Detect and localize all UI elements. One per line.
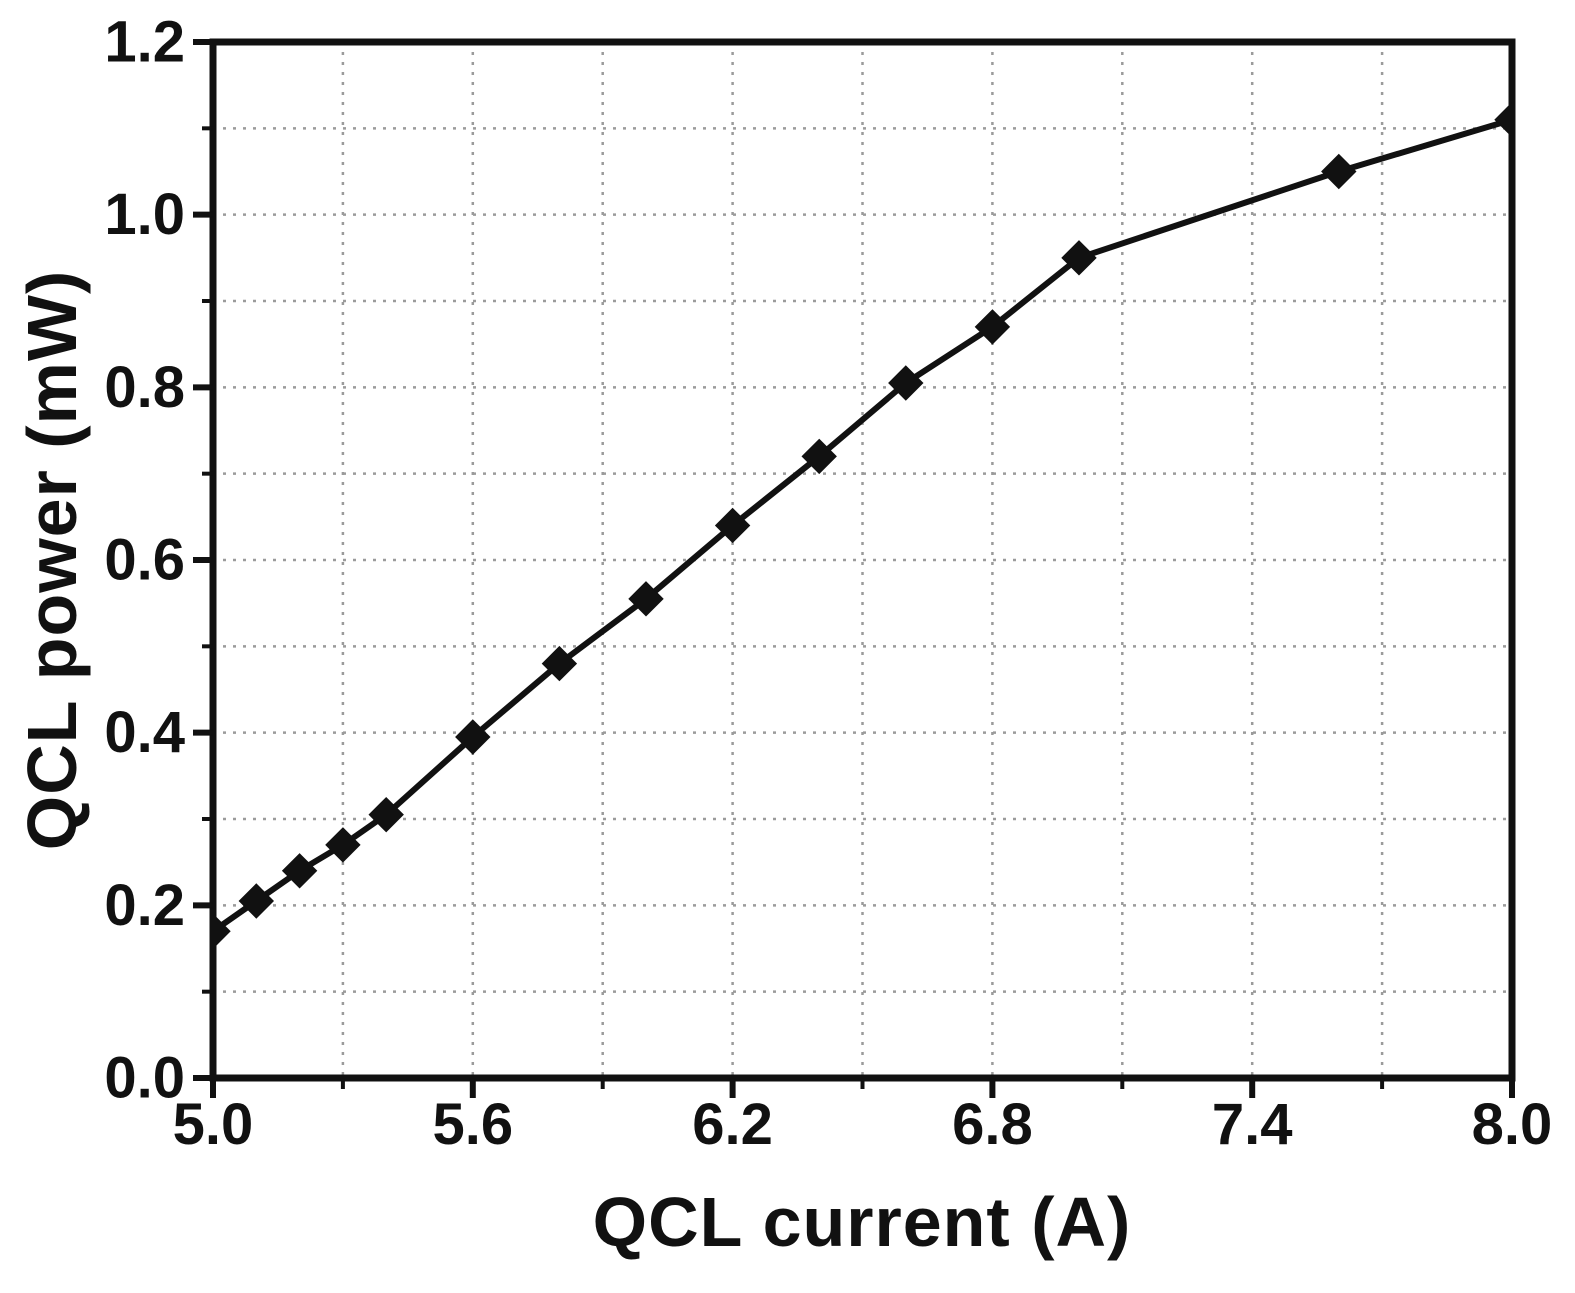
x-tick-label: 6.8 [952,1092,1033,1157]
data-point [974,309,1011,345]
y-tick-label: 0.2 [104,873,185,938]
y-tick-label: 1.2 [104,10,185,75]
x-tick-label: 6.2 [692,1092,773,1157]
x-axis-label: QCL current (A) [592,1183,1132,1261]
x-tick-label: 5.6 [432,1092,513,1157]
data-point [801,438,837,475]
x-tick-label: 7.4 [1212,1092,1293,1157]
x-tick-label: 5.0 [173,1092,254,1157]
data-point [281,853,318,889]
y-tick-label: 0.4 [104,700,185,765]
data-point [628,581,664,617]
data-point [325,827,361,863]
y-tick-label: 0.0 [104,1046,185,1111]
data-series [213,101,1512,949]
data-point [1321,153,1357,190]
data-point [888,365,924,401]
y-tick-label: 0.8 [104,355,185,420]
data-point [368,796,404,833]
data-line [213,116,1512,935]
y-tick-label: 1.0 [104,182,185,247]
y-tick-label: 0.6 [104,528,185,593]
data-point [238,883,275,919]
data-point [714,507,751,544]
data-point [213,913,231,949]
data-point [455,719,491,755]
x-tick-label: 8.0 [1472,1092,1553,1157]
y-axis-label: QCL power (mW) [13,269,91,851]
data-point [1494,101,1512,138]
data-point [1061,240,1097,276]
data-point [541,645,578,682]
